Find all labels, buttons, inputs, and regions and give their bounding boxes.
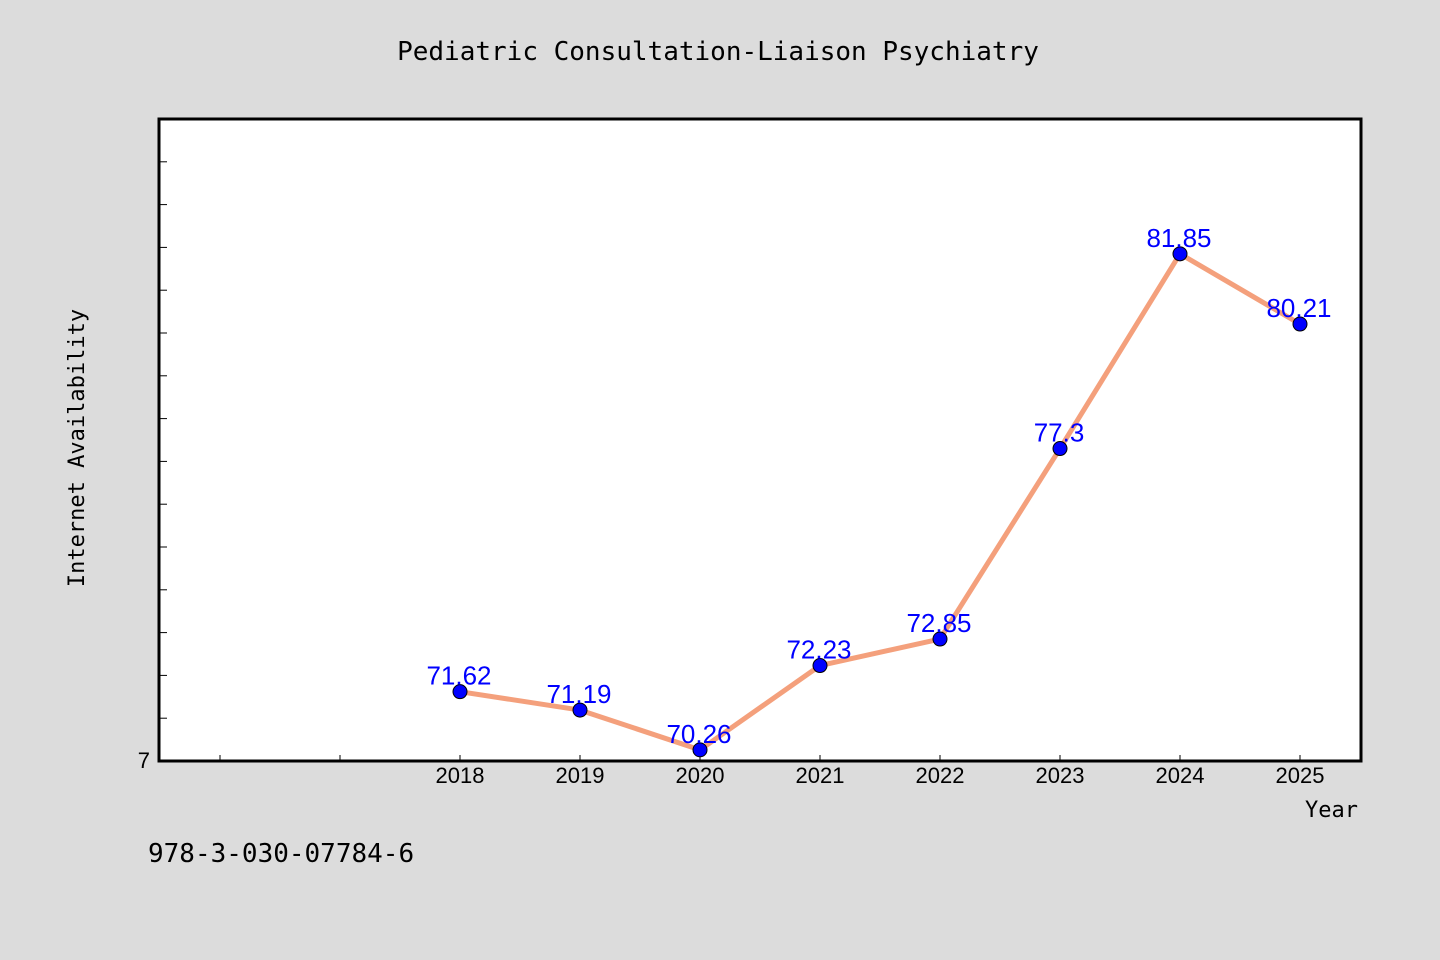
data-label: 80.21 (1266, 293, 1331, 323)
x-tick-label: 2023 (1036, 763, 1085, 788)
data-point (692, 742, 708, 758)
data-label: 70.26 (666, 719, 731, 749)
plot-area (157, 117, 1363, 763)
y-axis-ticks (159, 161, 167, 719)
x-tick-label: 2024 (1156, 763, 1205, 788)
x-axis-title: Year (1305, 798, 1358, 823)
x-tick-label: 2021 (796, 763, 845, 788)
data-label: 72.23 (786, 635, 851, 665)
x-tick-label: 2019 (556, 763, 605, 788)
data-point (572, 702, 588, 718)
series-layer (452, 246, 1308, 758)
data-point (1292, 316, 1308, 332)
data-label: 72.85 (906, 608, 971, 638)
x-tick-label: 2020 (676, 763, 725, 788)
footer-isbn: 978-3-030-07784-6 (148, 839, 414, 869)
x-tick-label: 2022 (916, 763, 965, 788)
data-label: 81.85 (1146, 223, 1211, 253)
data-label: 71.19 (546, 679, 611, 709)
data-point (932, 631, 948, 647)
y-tick-label: 7 (138, 748, 150, 773)
data-label: 71.62 (426, 661, 491, 691)
data-point (812, 658, 828, 674)
data-point (1172, 246, 1188, 262)
x-tick-label: 2018 (436, 763, 485, 788)
chart-title: Pediatric Consultation-Liaison Psychiatr… (397, 37, 1039, 67)
x-tick-label: 2025 (1276, 763, 1325, 788)
x-axis-ticks: 2018 2019 2020 2021 2022 2023 2024 2025 (219, 755, 1325, 788)
data-point (452, 684, 468, 700)
data-point (1052, 441, 1068, 457)
data-labels-layer: 71.62 71.19 70.26 72.23 72.85 77.3 81.85 80.21 (426, 223, 1331, 749)
data-label: 77.3 (1034, 418, 1085, 448)
y-axis-title: Internet Availability (65, 309, 90, 587)
series-line (459, 251, 1302, 753)
